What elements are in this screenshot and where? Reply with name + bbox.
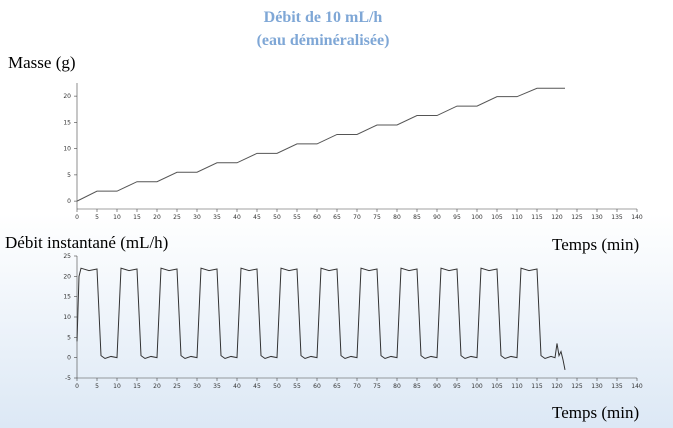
x-tick-label: 90 [433, 383, 441, 390]
x-tick-label: 55 [293, 383, 301, 390]
x-tick-label: 135 [611, 383, 623, 390]
x-tick-label: 95 [453, 214, 461, 221]
x-tick-label: 20 [153, 214, 161, 221]
y-tick-label: 5 [67, 334, 71, 341]
y-tick-label: 25 [63, 253, 71, 260]
x-tick-label: 30 [193, 214, 201, 221]
y-tick-label: 10 [63, 146, 71, 153]
y-tick-label: -5 [65, 375, 71, 382]
x-tick-label: 10 [113, 383, 121, 390]
x-tick-label: 20 [153, 383, 161, 390]
x-tick-label: 50 [273, 383, 281, 390]
y-tick-label: 20 [63, 273, 71, 280]
title: Débit de 10 mL/h [264, 9, 383, 26]
x-tick-label: 5 [95, 214, 99, 221]
x-label: Temps (min) [552, 403, 639, 422]
x-tick-label: 65 [333, 383, 341, 390]
y-tick-label: 5 [67, 172, 71, 179]
x-tick-label: 35 [213, 383, 221, 390]
x-tick-label: 135 [611, 214, 623, 221]
x-tick-label: 55 [293, 214, 301, 221]
x-tick-label: 85 [413, 214, 421, 221]
x-tick-label: 45 [253, 383, 261, 390]
x-tick-label: 10 [113, 214, 121, 221]
x-tick-label: 100 [471, 214, 483, 221]
x-tick-label: 100 [471, 383, 483, 390]
y-tick-label: 0 [67, 355, 71, 362]
x-tick-label: 40 [233, 383, 241, 390]
x-tick-label: 125 [571, 383, 583, 390]
x-tick-label: 70 [353, 383, 361, 390]
x-tick-label: 45 [253, 214, 261, 221]
y-tick-label: 10 [63, 314, 71, 321]
x-tick-label: 140 [631, 214, 643, 221]
x-tick-label: 95 [453, 383, 461, 390]
y-tick-label: 15 [63, 294, 71, 301]
x-tick-label: 0 [75, 214, 79, 221]
x-tick-label: 115 [531, 383, 543, 390]
x-tick-label: 130 [591, 383, 603, 390]
x-tick-label: 125 [571, 214, 583, 221]
x-tick-label: 75 [373, 214, 381, 221]
x-label: Temps (min) [552, 235, 639, 254]
x-tick-label: 5 [95, 383, 99, 390]
x-tick-label: 35 [213, 214, 221, 221]
x-tick-label: 60 [313, 214, 321, 221]
x-tick-label: 85 [413, 383, 421, 390]
x-tick-label: 90 [433, 214, 441, 221]
x-tick-label: 105 [491, 383, 503, 390]
x-tick-label: 70 [353, 214, 361, 221]
x-tick-label: 120 [551, 214, 563, 221]
y-tick-label: 20 [63, 93, 71, 100]
data-line [76, 267, 566, 370]
x-tick-label: 60 [313, 383, 321, 390]
x-tick-label: 25 [173, 214, 181, 221]
x-tick-label: 0 [75, 383, 79, 390]
y-label: Débit instantané (mL/h) [5, 233, 168, 252]
x-tick-label: 40 [233, 214, 241, 221]
data-line [76, 87, 565, 202]
y-tick-label: 0 [67, 198, 71, 205]
x-tick-label: 110 [511, 214, 523, 221]
x-tick-label: 110 [511, 383, 523, 390]
x-tick-label: 115 [531, 214, 543, 221]
x-tick-label: 120 [551, 383, 563, 390]
y-label: Masse (g) [8, 53, 76, 72]
x-tick-label: 140 [631, 383, 643, 390]
x-tick-label: 105 [491, 214, 503, 221]
x-tick-label: 75 [373, 383, 381, 390]
x-tick-label: 15 [133, 383, 141, 390]
x-tick-label: 130 [591, 214, 603, 221]
x-tick-label: 15 [133, 214, 141, 221]
x-tick-label: 80 [393, 214, 401, 221]
x-tick-label: 80 [393, 383, 401, 390]
x-tick-label: 25 [173, 383, 181, 390]
subtitle: (eau déminéralisée) [257, 32, 390, 49]
x-tick-label: 30 [193, 383, 201, 390]
x-tick-label: 50 [273, 214, 281, 221]
x-tick-label: 65 [333, 214, 341, 221]
y-tick-label: 15 [63, 119, 71, 126]
